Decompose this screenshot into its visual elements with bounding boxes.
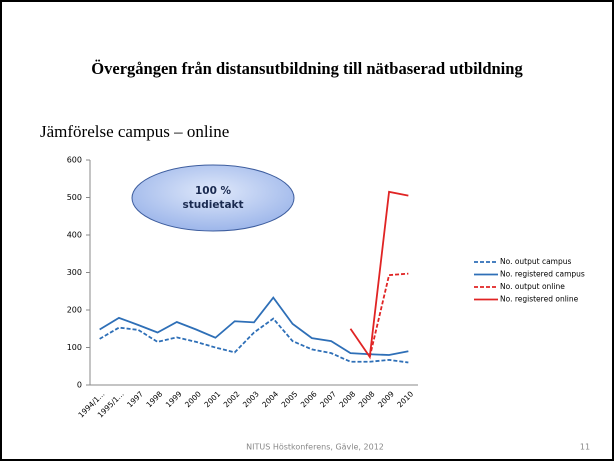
series-line — [99, 296, 409, 356]
y-tick-label: 600 — [67, 156, 82, 165]
legend-label: No. registered campus — [500, 270, 585, 279]
series-line — [368, 272, 409, 358]
legend-label: No. output campus — [500, 257, 571, 266]
page-number: 11 — [580, 443, 590, 452]
annotation-text: studietakt — [182, 199, 243, 211]
legend-label: No. output online — [500, 282, 565, 291]
slide-subtitle: Jämförelse campus – online — [40, 122, 229, 141]
y-tick-label: 100 — [67, 343, 82, 352]
y-tick-label: 500 — [67, 193, 82, 202]
y-tick-label: 300 — [67, 268, 82, 277]
slide-title: Övergången från distansutbildning till n… — [91, 59, 523, 78]
legend-label: No. registered online — [500, 295, 579, 304]
y-tick-label: 200 — [67, 306, 82, 315]
annotation-bubble — [131, 164, 295, 232]
y-tick-label: 0 — [77, 381, 82, 390]
footer: NITUS Höstkonferens, Gävle, 2012 — [246, 443, 384, 452]
series-line — [349, 190, 409, 360]
y-tick-label: 400 — [67, 231, 82, 240]
annotation-text: 100 % — [195, 185, 232, 197]
series-line — [99, 317, 409, 364]
